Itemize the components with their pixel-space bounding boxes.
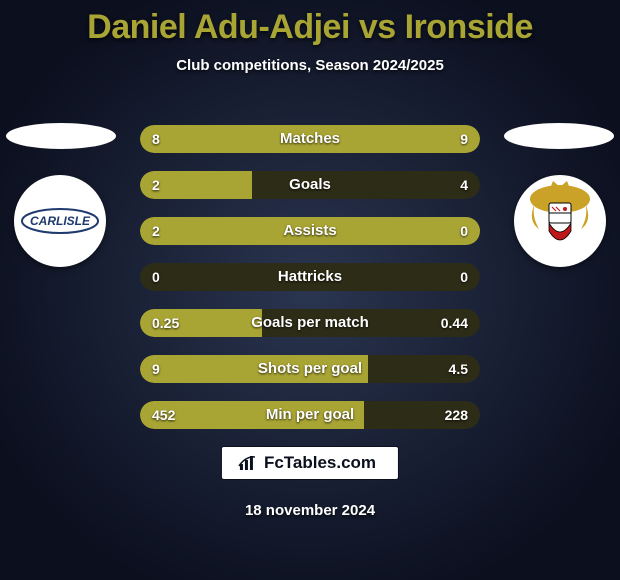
left-pill — [6, 123, 116, 149]
stat-name: Matches — [140, 125, 480, 153]
stat-value-right: 9 — [460, 125, 468, 153]
footer-date: 18 november 2024 — [0, 502, 620, 519]
chart-icon — [238, 454, 258, 472]
stat-name: Min per goal — [140, 401, 480, 429]
stat-name: Goals per match — [140, 309, 480, 337]
stat-row: 8Matches9 — [140, 125, 480, 153]
stat-value-right: 4.5 — [449, 355, 468, 383]
page-title: Daniel Adu-Adjei vs Ironside — [0, 0, 620, 47]
stat-name: Shots per goal — [140, 355, 480, 383]
crest-left: CARLISLE — [14, 175, 106, 267]
stat-row: 2Assists0 — [140, 217, 480, 245]
footer-brand-badge[interactable]: FcTables.com — [221, 446, 399, 480]
stat-value-right: 4 — [460, 171, 468, 199]
stat-value-right: 0 — [460, 263, 468, 291]
stat-row: 0Hattricks0 — [140, 263, 480, 291]
stat-row: 2Goals4 — [140, 171, 480, 199]
stat-row: 452Min per goal228 — [140, 401, 480, 429]
stat-value-right: 0.44 — [441, 309, 468, 337]
crest-right-logo — [525, 181, 595, 261]
stat-name: Hattricks — [140, 263, 480, 291]
stat-name: Goals — [140, 171, 480, 199]
stat-value-right: 228 — [445, 401, 468, 429]
crest-left-logo: CARLISLE — [21, 206, 99, 236]
crest-left-text: CARLISLE — [30, 214, 91, 228]
stat-row: 9Shots per goal4.5 — [140, 355, 480, 383]
crest-right — [514, 175, 606, 267]
stat-bars: 8Matches92Goals42Assists00Hattricks00.25… — [140, 125, 480, 447]
right-pill — [504, 123, 614, 149]
stat-name: Assists — [140, 217, 480, 245]
comparison-card: Daniel Adu-Adjei vs Ironside Club compet… — [0, 0, 620, 580]
subtitle: Club competitions, Season 2024/2025 — [0, 57, 620, 74]
stat-value-right: 0 — [460, 217, 468, 245]
stat-row: 0.25Goals per match0.44 — [140, 309, 480, 337]
footer-brand-text: FcTables.com — [264, 453, 376, 473]
